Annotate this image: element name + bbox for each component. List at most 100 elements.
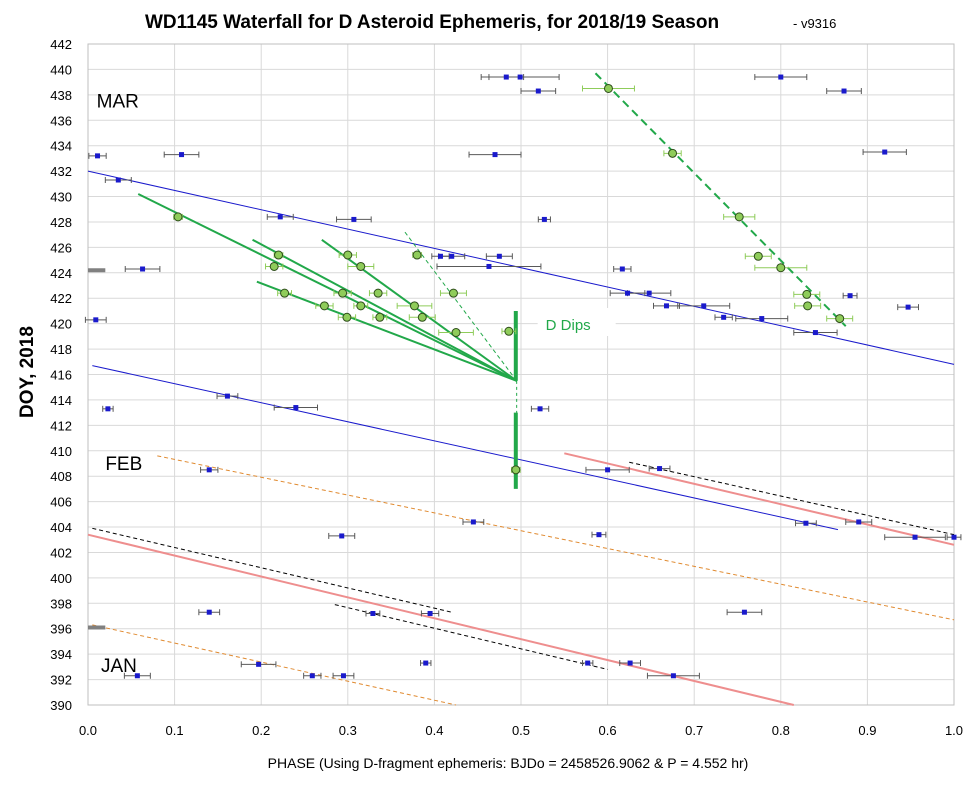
data-point-circle — [835, 314, 845, 324]
data-point-square — [206, 609, 212, 615]
y-tick-label: 406 — [50, 495, 72, 510]
y-tick-label: 394 — [50, 647, 72, 662]
data-point-square — [951, 534, 957, 540]
data-point-circle — [280, 288, 290, 298]
trend-line — [92, 624, 457, 706]
data-point-square — [339, 533, 345, 539]
trend-line — [252, 238, 518, 382]
data-point-square — [93, 317, 99, 323]
data-point-square — [256, 661, 262, 667]
data-point-circle — [373, 288, 383, 298]
y-tick-label: 416 — [50, 368, 72, 383]
data-point-square — [351, 216, 357, 222]
month-label: JAN — [101, 656, 137, 677]
x-tick-label: 0.5 — [512, 723, 530, 738]
data-point-circle — [448, 288, 458, 298]
y-tick-label: 410 — [50, 444, 72, 459]
data-point-circle — [319, 301, 329, 311]
data-point-circle — [343, 250, 353, 260]
x-tick-label: 1.0 — [945, 723, 963, 738]
data-point-square — [115, 177, 121, 183]
data-point-circle — [338, 288, 348, 298]
data-point-circle — [753, 251, 763, 261]
y-tick-label: 408 — [50, 469, 72, 484]
data-point-square — [605, 467, 611, 473]
data-point-square — [841, 88, 847, 94]
data-point-square — [759, 316, 765, 322]
data-point-square — [486, 263, 492, 269]
data-point-square — [619, 266, 625, 272]
data-point-circle — [803, 301, 813, 311]
y-tick-label: 424 — [50, 266, 72, 281]
data-point-circle — [375, 312, 385, 322]
data-point-square — [503, 74, 509, 80]
data-point-square — [585, 660, 591, 666]
plot-border — [87, 43, 955, 706]
y-tick-label: 420 — [50, 317, 72, 332]
y-tick-label: 426 — [50, 240, 72, 255]
data-point-square — [206, 467, 212, 473]
data-point-square — [646, 290, 652, 296]
data-point-square — [670, 673, 676, 679]
data-point-circle — [451, 328, 461, 338]
y-axis-title: DOY, 2018 — [17, 326, 38, 418]
data-point-circle — [734, 212, 744, 222]
data-point-square — [427, 610, 433, 616]
data-point-square — [95, 153, 101, 159]
data-point-square — [140, 266, 146, 272]
trend-line — [87, 533, 795, 706]
data-point-square — [596, 532, 602, 538]
data-point-circle — [409, 301, 419, 311]
data-point-square — [856, 519, 862, 525]
data-point-square — [517, 74, 523, 80]
data-point-square — [721, 314, 727, 320]
y-tick-label: 418 — [50, 342, 72, 357]
y-tick-labels: 390 392 394 396 398 400 402 404 406 408 410 412 414 4… — [50, 37, 72, 713]
data-point-circle — [668, 148, 678, 158]
data-point-square — [179, 152, 185, 158]
trend-line — [564, 452, 955, 546]
data-point-circle — [776, 263, 786, 273]
data-point-square — [105, 406, 111, 412]
data-point-square — [370, 610, 376, 616]
y-tick-label: 428 — [50, 215, 72, 230]
y-tick-label: 392 — [50, 673, 72, 688]
x-tick-label: 0.0 — [79, 723, 97, 738]
data-point-square — [912, 534, 918, 540]
month-label: FEB — [105, 454, 142, 475]
data-point-square — [541, 216, 547, 222]
data-point-square — [625, 290, 631, 296]
trend-line — [92, 365, 839, 531]
y-tick-label: 436 — [50, 113, 72, 128]
trend-line — [629, 461, 955, 536]
data-point-square — [905, 304, 911, 310]
y-tick-label: 390 — [50, 698, 72, 713]
data-point-square — [309, 673, 315, 679]
data-point-square — [882, 149, 888, 155]
x-tick-label: 0.2 — [252, 723, 270, 738]
trend-line — [92, 527, 452, 613]
chart-subtitle: - v9316 — [793, 16, 836, 31]
x-axis-title: PHASE (Using D-fragment ephemeris: BJDo … — [268, 755, 749, 771]
annotations: MAR FEB JAN D Dips — [97, 92, 616, 677]
data-point-square — [293, 405, 299, 411]
y-tick-label: 414 — [50, 393, 72, 408]
y-tick-label: 442 — [50, 37, 72, 52]
data-point-square — [627, 660, 633, 666]
y-tick-label: 422 — [50, 291, 72, 306]
y-tick-label: 438 — [50, 88, 72, 103]
data-point-square — [224, 393, 230, 399]
data-point-square — [701, 303, 707, 309]
data-point-square — [741, 609, 747, 615]
data-point-square — [277, 214, 283, 220]
data-point-circle — [504, 326, 514, 336]
grid-lines — [87, 43, 955, 706]
x-tick-label: 0.8 — [772, 723, 790, 738]
data-point-square — [663, 303, 669, 309]
data-point-square — [803, 520, 809, 526]
dips-label: D Dips — [546, 317, 591, 334]
data-point-circle — [511, 465, 521, 475]
error-bars — [84, 74, 962, 679]
trend-line — [157, 455, 955, 621]
